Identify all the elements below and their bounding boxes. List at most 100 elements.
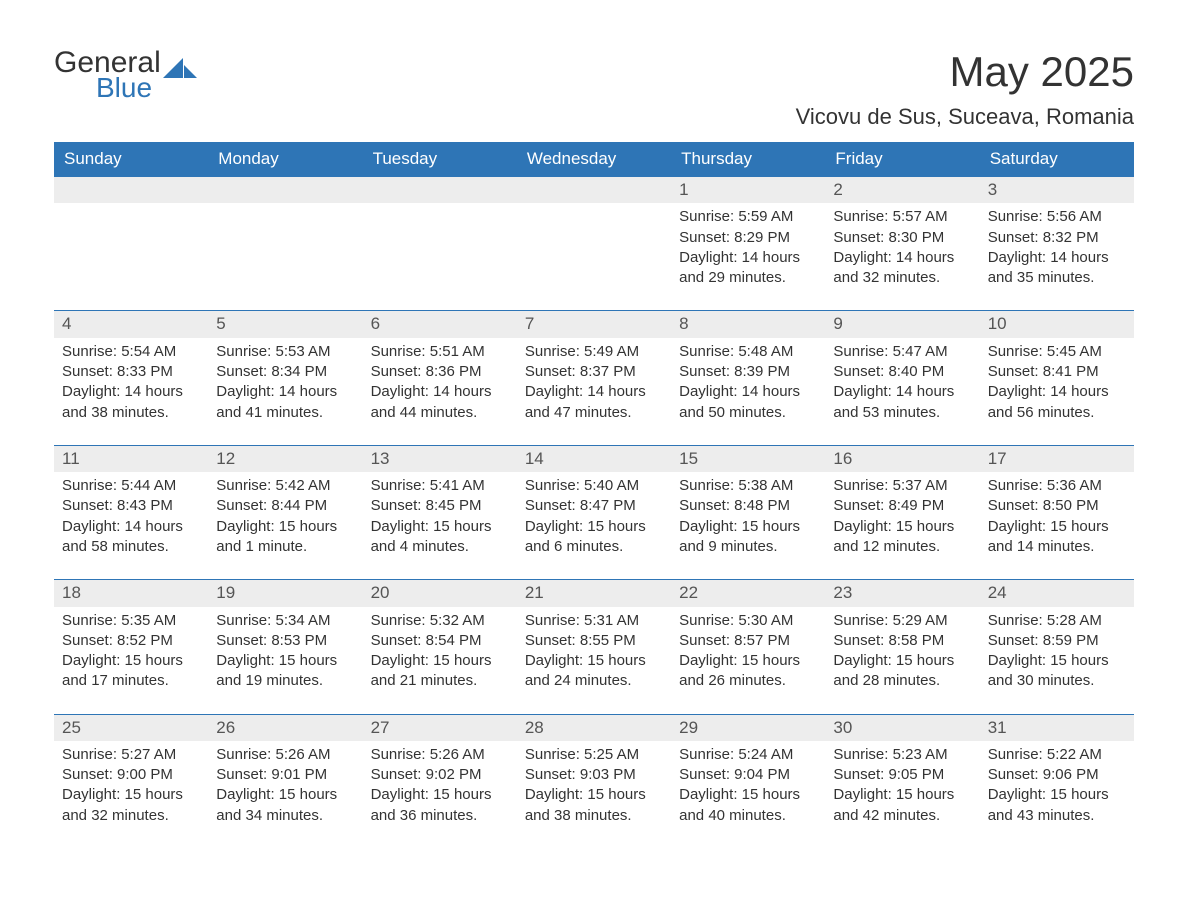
day-sunset: Sunset: 8:54 PM <box>371 631 509 651</box>
day-daylight1: Daylight: 15 hours <box>988 651 1126 671</box>
day-daylight2: and 4 minutes. <box>371 537 509 557</box>
day-details: Sunrise: 5:37 AMSunset: 8:49 PMDaylight:… <box>825 472 979 579</box>
day-daylight1: Daylight: 15 hours <box>988 517 1126 537</box>
location-subtitle: Vicovu de Sus, Suceava, Romania <box>796 104 1134 130</box>
day-daylight1: Daylight: 15 hours <box>525 785 663 805</box>
day-sunset: Sunset: 9:06 PM <box>988 765 1126 785</box>
day-number <box>517 177 671 203</box>
day-number: 19 <box>208 580 362 606</box>
calendar-cell: 15Sunrise: 5:38 AMSunset: 8:48 PMDayligh… <box>671 445 825 579</box>
day-details <box>208 203 362 299</box>
calendar-week-row: 18Sunrise: 5:35 AMSunset: 8:52 PMDayligh… <box>54 580 1134 714</box>
day-sunset: Sunset: 9:04 PM <box>679 765 817 785</box>
calendar-cell <box>363 177 517 311</box>
day-details: Sunrise: 5:30 AMSunset: 8:57 PMDaylight:… <box>671 607 825 714</box>
day-daylight2: and 12 minutes. <box>833 537 971 557</box>
day-number: 2 <box>825 177 979 203</box>
day-number: 14 <box>517 446 671 472</box>
day-number: 17 <box>980 446 1134 472</box>
calendar-header-row: SundayMondayTuesdayWednesdayThursdayFrid… <box>54 142 1134 177</box>
calendar-cell: 30Sunrise: 5:23 AMSunset: 9:05 PMDayligh… <box>825 714 979 848</box>
weekday-header: Monday <box>208 142 362 177</box>
day-sunrise: Sunrise: 5:27 AM <box>62 745 200 765</box>
day-sunset: Sunset: 8:53 PM <box>216 631 354 651</box>
day-sunset: Sunset: 8:30 PM <box>833 228 971 248</box>
day-daylight1: Daylight: 15 hours <box>371 651 509 671</box>
calendar-cell: 25Sunrise: 5:27 AMSunset: 9:00 PMDayligh… <box>54 714 208 848</box>
calendar-cell: 8Sunrise: 5:48 AMSunset: 8:39 PMDaylight… <box>671 311 825 445</box>
calendar-week-row: 1Sunrise: 5:59 AMSunset: 8:29 PMDaylight… <box>54 177 1134 311</box>
day-number: 18 <box>54 580 208 606</box>
calendar-cell: 17Sunrise: 5:36 AMSunset: 8:50 PMDayligh… <box>980 445 1134 579</box>
day-details: Sunrise: 5:27 AMSunset: 9:00 PMDaylight:… <box>54 741 208 848</box>
day-daylight1: Daylight: 15 hours <box>216 785 354 805</box>
calendar-cell: 10Sunrise: 5:45 AMSunset: 8:41 PMDayligh… <box>980 311 1134 445</box>
day-daylight1: Daylight: 14 hours <box>62 382 200 402</box>
day-sunrise: Sunrise: 5:22 AM <box>988 745 1126 765</box>
day-sunset: Sunset: 9:00 PM <box>62 765 200 785</box>
day-sunrise: Sunrise: 5:30 AM <box>679 611 817 631</box>
day-sunrise: Sunrise: 5:42 AM <box>216 476 354 496</box>
day-sunset: Sunset: 8:59 PM <box>988 631 1126 651</box>
day-number: 28 <box>517 715 671 741</box>
day-number: 23 <box>825 580 979 606</box>
calendar-cell: 21Sunrise: 5:31 AMSunset: 8:55 PMDayligh… <box>517 580 671 714</box>
day-daylight2: and 58 minutes. <box>62 537 200 557</box>
weekday-header: Wednesday <box>517 142 671 177</box>
day-number: 31 <box>980 715 1134 741</box>
day-details <box>363 203 517 299</box>
day-daylight2: and 35 minutes. <box>988 268 1126 288</box>
day-number <box>54 177 208 203</box>
day-details: Sunrise: 5:49 AMSunset: 8:37 PMDaylight:… <box>517 338 671 445</box>
day-daylight2: and 1 minute. <box>216 537 354 557</box>
day-daylight1: Daylight: 15 hours <box>833 517 971 537</box>
day-sunrise: Sunrise: 5:29 AM <box>833 611 971 631</box>
day-daylight2: and 17 minutes. <box>62 671 200 691</box>
day-sunrise: Sunrise: 5:59 AM <box>679 207 817 227</box>
day-sunset: Sunset: 8:55 PM <box>525 631 663 651</box>
day-sunset: Sunset: 8:57 PM <box>679 631 817 651</box>
day-sunset: Sunset: 9:01 PM <box>216 765 354 785</box>
day-daylight1: Daylight: 15 hours <box>525 517 663 537</box>
day-details: Sunrise: 5:31 AMSunset: 8:55 PMDaylight:… <box>517 607 671 714</box>
day-daylight2: and 36 minutes. <box>371 806 509 826</box>
day-number: 11 <box>54 446 208 472</box>
calendar-cell: 5Sunrise: 5:53 AMSunset: 8:34 PMDaylight… <box>208 311 362 445</box>
day-sunset: Sunset: 8:50 PM <box>988 496 1126 516</box>
day-daylight1: Daylight: 15 hours <box>216 651 354 671</box>
day-number: 27 <box>363 715 517 741</box>
day-details: Sunrise: 5:56 AMSunset: 8:32 PMDaylight:… <box>980 203 1134 310</box>
calendar-cell: 28Sunrise: 5:25 AMSunset: 9:03 PMDayligh… <box>517 714 671 848</box>
day-details: Sunrise: 5:59 AMSunset: 8:29 PMDaylight:… <box>671 203 825 310</box>
day-sunset: Sunset: 8:36 PM <box>371 362 509 382</box>
day-details: Sunrise: 5:41 AMSunset: 8:45 PMDaylight:… <box>363 472 517 579</box>
day-daylight2: and 47 minutes. <box>525 403 663 423</box>
day-daylight1: Daylight: 15 hours <box>833 651 971 671</box>
day-daylight2: and 9 minutes. <box>679 537 817 557</box>
day-sunrise: Sunrise: 5:24 AM <box>679 745 817 765</box>
day-sunset: Sunset: 8:32 PM <box>988 228 1126 248</box>
day-daylight2: and 29 minutes. <box>679 268 817 288</box>
day-sunrise: Sunrise: 5:53 AM <box>216 342 354 362</box>
day-daylight2: and 28 minutes. <box>833 671 971 691</box>
day-daylight2: and 21 minutes. <box>371 671 509 691</box>
weekday-header: Sunday <box>54 142 208 177</box>
day-daylight2: and 53 minutes. <box>833 403 971 423</box>
day-sunrise: Sunrise: 5:32 AM <box>371 611 509 631</box>
calendar-cell: 7Sunrise: 5:49 AMSunset: 8:37 PMDaylight… <box>517 311 671 445</box>
day-details: Sunrise: 5:28 AMSunset: 8:59 PMDaylight:… <box>980 607 1134 714</box>
day-sunrise: Sunrise: 5:51 AM <box>371 342 509 362</box>
weekday-header: Friday <box>825 142 979 177</box>
calendar-cell: 27Sunrise: 5:26 AMSunset: 9:02 PMDayligh… <box>363 714 517 848</box>
day-sunset: Sunset: 8:34 PM <box>216 362 354 382</box>
calendar-cell <box>54 177 208 311</box>
calendar-cell: 20Sunrise: 5:32 AMSunset: 8:54 PMDayligh… <box>363 580 517 714</box>
day-daylight2: and 42 minutes. <box>833 806 971 826</box>
day-sunrise: Sunrise: 5:38 AM <box>679 476 817 496</box>
weekday-header: Saturday <box>980 142 1134 177</box>
calendar-cell: 22Sunrise: 5:30 AMSunset: 8:57 PMDayligh… <box>671 580 825 714</box>
calendar-cell: 6Sunrise: 5:51 AMSunset: 8:36 PMDaylight… <box>363 311 517 445</box>
brand-logo: General Blue <box>54 48 197 102</box>
day-details: Sunrise: 5:40 AMSunset: 8:47 PMDaylight:… <box>517 472 671 579</box>
day-sunrise: Sunrise: 5:25 AM <box>525 745 663 765</box>
